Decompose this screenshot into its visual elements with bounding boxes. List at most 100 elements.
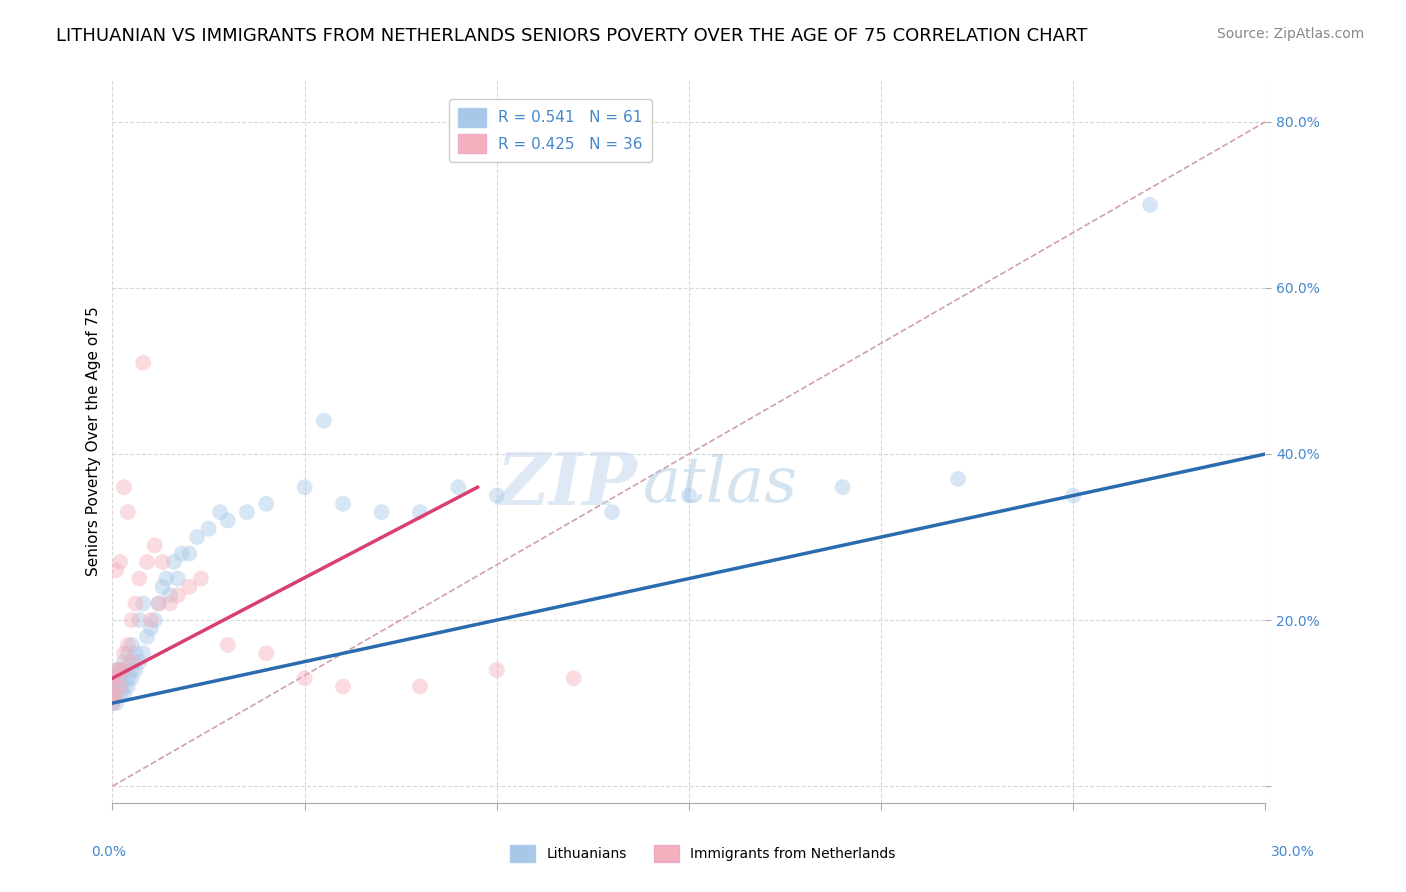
Point <box>101 688 124 702</box>
Point <box>108 688 131 702</box>
Point <box>132 356 155 370</box>
Point <box>1062 489 1084 503</box>
Point <box>101 696 124 710</box>
Point <box>409 680 432 694</box>
Point <box>121 671 143 685</box>
Point <box>170 547 193 561</box>
Legend: Lithuanians, Immigrants from Netherlands: Lithuanians, Immigrants from Netherlands <box>505 839 901 867</box>
Point <box>121 638 143 652</box>
Point <box>190 572 212 586</box>
Point <box>117 638 139 652</box>
Point <box>143 613 166 627</box>
Point <box>124 597 146 611</box>
Point <box>136 555 159 569</box>
Point <box>112 480 135 494</box>
Point <box>108 663 131 677</box>
Point <box>105 696 128 710</box>
Point <box>163 555 186 569</box>
Point <box>217 638 239 652</box>
Point <box>132 597 155 611</box>
Point <box>112 688 135 702</box>
Point <box>152 555 174 569</box>
Text: ZIP: ZIP <box>496 450 637 520</box>
Y-axis label: Seniors Poverty Over the Age of 75: Seniors Poverty Over the Age of 75 <box>86 307 101 576</box>
Text: LITHUANIAN VS IMMIGRANTS FROM NETHERLANDS SENIORS POVERTY OVER THE AGE OF 75 COR: LITHUANIAN VS IMMIGRANTS FROM NETHERLAND… <box>56 27 1088 45</box>
Point <box>112 646 135 660</box>
Point <box>105 671 128 685</box>
Point <box>136 630 159 644</box>
Point <box>117 680 139 694</box>
Text: Source: ZipAtlas.com: Source: ZipAtlas.com <box>1216 27 1364 41</box>
Point <box>121 613 143 627</box>
Point <box>128 613 150 627</box>
Point <box>112 663 135 677</box>
Point <box>159 597 181 611</box>
Point <box>166 588 188 602</box>
Point <box>101 688 124 702</box>
Point <box>108 663 131 677</box>
Point <box>139 621 162 635</box>
Legend: R = 0.541   N = 61, R = 0.425   N = 36: R = 0.541 N = 61, R = 0.425 N = 36 <box>450 99 652 162</box>
Point <box>112 655 135 669</box>
Point <box>139 613 162 627</box>
Point <box>179 580 201 594</box>
Point <box>166 572 188 586</box>
Point <box>124 663 146 677</box>
Point <box>312 414 335 428</box>
Point <box>143 538 166 552</box>
Point <box>485 489 508 503</box>
Point <box>132 646 155 660</box>
Point <box>121 663 143 677</box>
Point <box>562 671 585 685</box>
Point <box>108 555 131 569</box>
Point <box>117 671 139 685</box>
Point <box>332 680 354 694</box>
Point <box>101 671 124 685</box>
Text: atlas: atlas <box>643 454 797 516</box>
Point <box>101 696 124 710</box>
Point <box>332 497 354 511</box>
Point <box>678 489 700 503</box>
Point <box>108 680 131 694</box>
Point <box>254 497 277 511</box>
Point <box>105 563 128 577</box>
Point <box>101 680 124 694</box>
Point <box>105 663 128 677</box>
Point <box>209 505 232 519</box>
Point <box>117 505 139 519</box>
Text: 30.0%: 30.0% <box>1271 845 1315 859</box>
Point <box>105 671 128 685</box>
Point <box>148 597 170 611</box>
Point <box>370 505 392 519</box>
Point <box>105 688 128 702</box>
Point <box>946 472 969 486</box>
Point <box>105 680 128 694</box>
Point <box>294 671 316 685</box>
Point <box>197 522 219 536</box>
Point <box>105 688 128 702</box>
Point <box>447 480 470 494</box>
Point <box>108 680 131 694</box>
Point <box>112 663 135 677</box>
Point <box>124 646 146 660</box>
Point <box>108 671 131 685</box>
Point <box>294 480 316 494</box>
Point <box>217 513 239 527</box>
Point <box>600 505 623 519</box>
Point <box>179 547 201 561</box>
Point <box>121 655 143 669</box>
Point <box>831 480 853 494</box>
Point <box>128 655 150 669</box>
Point <box>117 646 139 660</box>
Point <box>128 572 150 586</box>
Point <box>1139 198 1161 212</box>
Text: 0.0%: 0.0% <box>91 845 127 859</box>
Point <box>254 646 277 660</box>
Point <box>409 505 432 519</box>
Point <box>155 572 177 586</box>
Point <box>108 663 131 677</box>
Point <box>112 680 135 694</box>
Point <box>105 671 128 685</box>
Point <box>485 663 508 677</box>
Point <box>152 580 174 594</box>
